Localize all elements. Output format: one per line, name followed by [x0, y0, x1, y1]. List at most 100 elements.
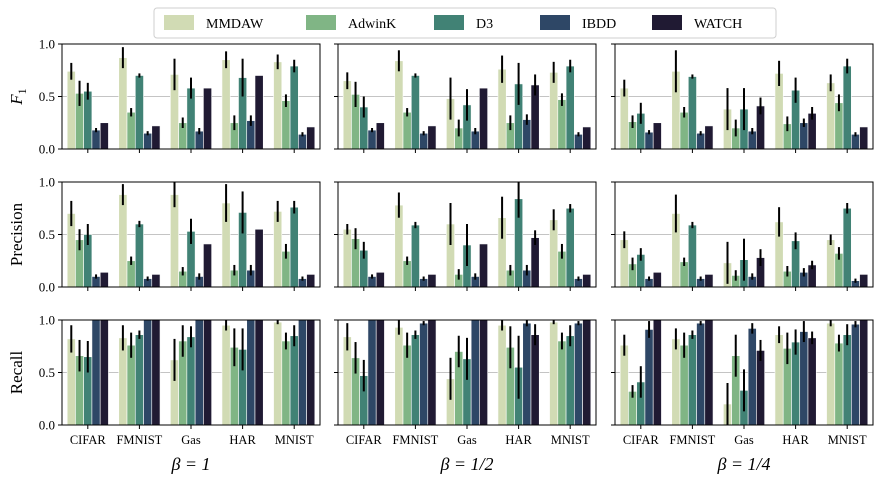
- x-tick-label: Gas: [181, 433, 201, 447]
- bar-watch-gas: [479, 319, 488, 426]
- bar-watch-cifar: [99, 319, 109, 426]
- x-tick-label: HAR: [229, 433, 256, 447]
- legend-item-adwink: AdwinK: [306, 15, 396, 32]
- bar-watch-gas: [203, 319, 212, 426]
- bar-mmdaw-mnist: [826, 239, 836, 288]
- bar-d3-mnist: [565, 335, 575, 426]
- bar-ibdd-mnist: [298, 134, 307, 150]
- bar-mmdaw-fmnist: [671, 338, 681, 426]
- bar-d3-fmnist: [410, 75, 420, 150]
- bar-watch-cifar: [99, 122, 109, 150]
- y-tick-label: 1.0: [39, 175, 55, 190]
- legend-label: AdwinK: [348, 17, 396, 32]
- bar-adwink-mnist: [281, 100, 291, 150]
- bar-watch-fmnist: [704, 319, 714, 426]
- bar-d3-mnist: [289, 65, 299, 150]
- bar-watch-gas: [203, 243, 212, 288]
- bar-mmdaw-cifar: [342, 80, 352, 150]
- bar-watch-gas: [756, 350, 765, 426]
- panel-r2-c1: CIFAR FMNIST Gas HAR MNIST: [334, 319, 597, 447]
- x-tick-label: Gas: [734, 433, 754, 447]
- bar-ibdd-fmnist: [419, 132, 429, 150]
- bar-d3-cifar: [83, 90, 93, 150]
- bar-ibdd-cifar: [644, 131, 654, 150]
- panel-r2-c0: 0.0 0.5 1.0 CIFAR FMNIST Gas HAR MNIST: [39, 313, 321, 447]
- panel-r1-c0: 0.0 0.5 1.0: [39, 175, 321, 295]
- column-label-0: β = 1: [170, 454, 210, 474]
- legend-swatch: [434, 15, 464, 30]
- y-tick-label: 1.0: [39, 313, 55, 328]
- bar-mmdaw-mnist: [826, 82, 836, 150]
- y-tick-label: 0.0: [39, 142, 55, 157]
- bar-watch-har: [530, 334, 540, 426]
- bar-watch-fmnist: [151, 319, 161, 426]
- bar-mmdaw-fmnist: [118, 194, 128, 288]
- bar-ibdd-mnist: [298, 319, 307, 426]
- bar-mmdaw-har: [221, 59, 231, 150]
- legend-swatch: [540, 15, 570, 30]
- bar-watch-gas: [203, 87, 212, 150]
- x-tick-label: MNIST: [828, 433, 867, 447]
- bar-watch-har: [254, 228, 264, 288]
- panel-r0-c0: 0.0 0.5 1.0: [39, 37, 321, 157]
- bar-ibdd-mnist: [574, 134, 583, 150]
- bar-watch-fmnist: [704, 125, 714, 150]
- bar-ibdd-gas: [194, 319, 204, 426]
- legend-item-ibdd: IBDD: [540, 15, 616, 32]
- x-tick-label: CIFAR: [70, 433, 107, 447]
- bar-ibdd-fmnist: [696, 132, 706, 150]
- bar-d3-fmnist: [687, 76, 697, 150]
- bar-watch-cifar: [375, 319, 385, 426]
- y-tick-label: 0.0: [39, 280, 55, 295]
- bar-d3-fmnist: [134, 75, 144, 150]
- bar-watch-fmnist: [427, 125, 437, 150]
- bar-adwink-fmnist: [679, 111, 689, 150]
- bar-ibdd-cifar: [91, 319, 101, 426]
- bar-mmdaw-cifar: [342, 228, 352, 288]
- bar-adwink-mnist: [557, 99, 567, 150]
- y-tick-label: 0.5: [39, 227, 55, 242]
- bar-watch-mnist: [859, 319, 869, 426]
- legend: MMDAW AdwinK D3 IBDD WATCH: [153, 7, 777, 39]
- bar-watch-fmnist: [151, 274, 161, 288]
- bar-ibdd-fmnist: [419, 322, 429, 426]
- bar-watch-gas: [479, 243, 488, 288]
- panel-r0-c2: [611, 43, 874, 153]
- y-tick-label: 1.0: [39, 37, 55, 52]
- x-tick-label: FMNIST: [116, 433, 162, 447]
- bar-watch-mnist: [306, 319, 316, 426]
- bar-watch-fmnist: [427, 274, 437, 288]
- bar-watch-cifar: [375, 122, 385, 150]
- x-tick-label: HAR: [505, 433, 532, 447]
- y-tick-label: 0.5: [39, 89, 55, 104]
- bar-watch-fmnist: [151, 125, 161, 150]
- bar-d3-fmnist: [687, 334, 697, 426]
- bar-adwink-mnist: [834, 342, 844, 426]
- column-labels: β = 1 β = 1/2 β = 1/4: [170, 454, 770, 474]
- x-tick-label: Gas: [457, 433, 477, 447]
- bar-watch-fmnist: [704, 274, 714, 288]
- legend-swatch: [652, 15, 682, 30]
- bar-adwink-fmnist: [402, 111, 412, 150]
- panel-grid: 0.0 0.5 1.0 0.0 0.5 1.0 0.0 0.5 1.0 CIFAR FMNIST Ga…: [39, 37, 874, 447]
- bar-watch-har: [530, 237, 540, 288]
- bar-d3-fmnist: [410, 224, 420, 288]
- bar-ibdd-gas: [747, 328, 757, 426]
- bar-ibdd-har: [246, 319, 256, 426]
- bar-mmdaw-fmnist: [394, 327, 404, 426]
- bar-mmdaw-cifar: [619, 87, 629, 150]
- bar-ibdd-fmnist: [696, 322, 706, 426]
- bar-mmdaw-mnist: [549, 321, 559, 426]
- x-tick-label: MNIST: [275, 433, 314, 447]
- bar-watch-gas: [479, 87, 488, 150]
- legend-item-watch: WATCH: [652, 15, 742, 32]
- bar-watch-mnist: [859, 274, 869, 288]
- bar-mmdaw-fmnist: [394, 60, 404, 150]
- bar-d3-mnist: [289, 206, 299, 288]
- legend-item-d3: D3: [434, 15, 493, 32]
- bar-ibdd-mnist: [574, 322, 583, 426]
- bar-adwink-mnist: [557, 340, 567, 426]
- legend-label: IBDD: [582, 17, 616, 32]
- panel-r2-c2: CIFAR FMNIST Gas HAR MNIST: [611, 319, 874, 447]
